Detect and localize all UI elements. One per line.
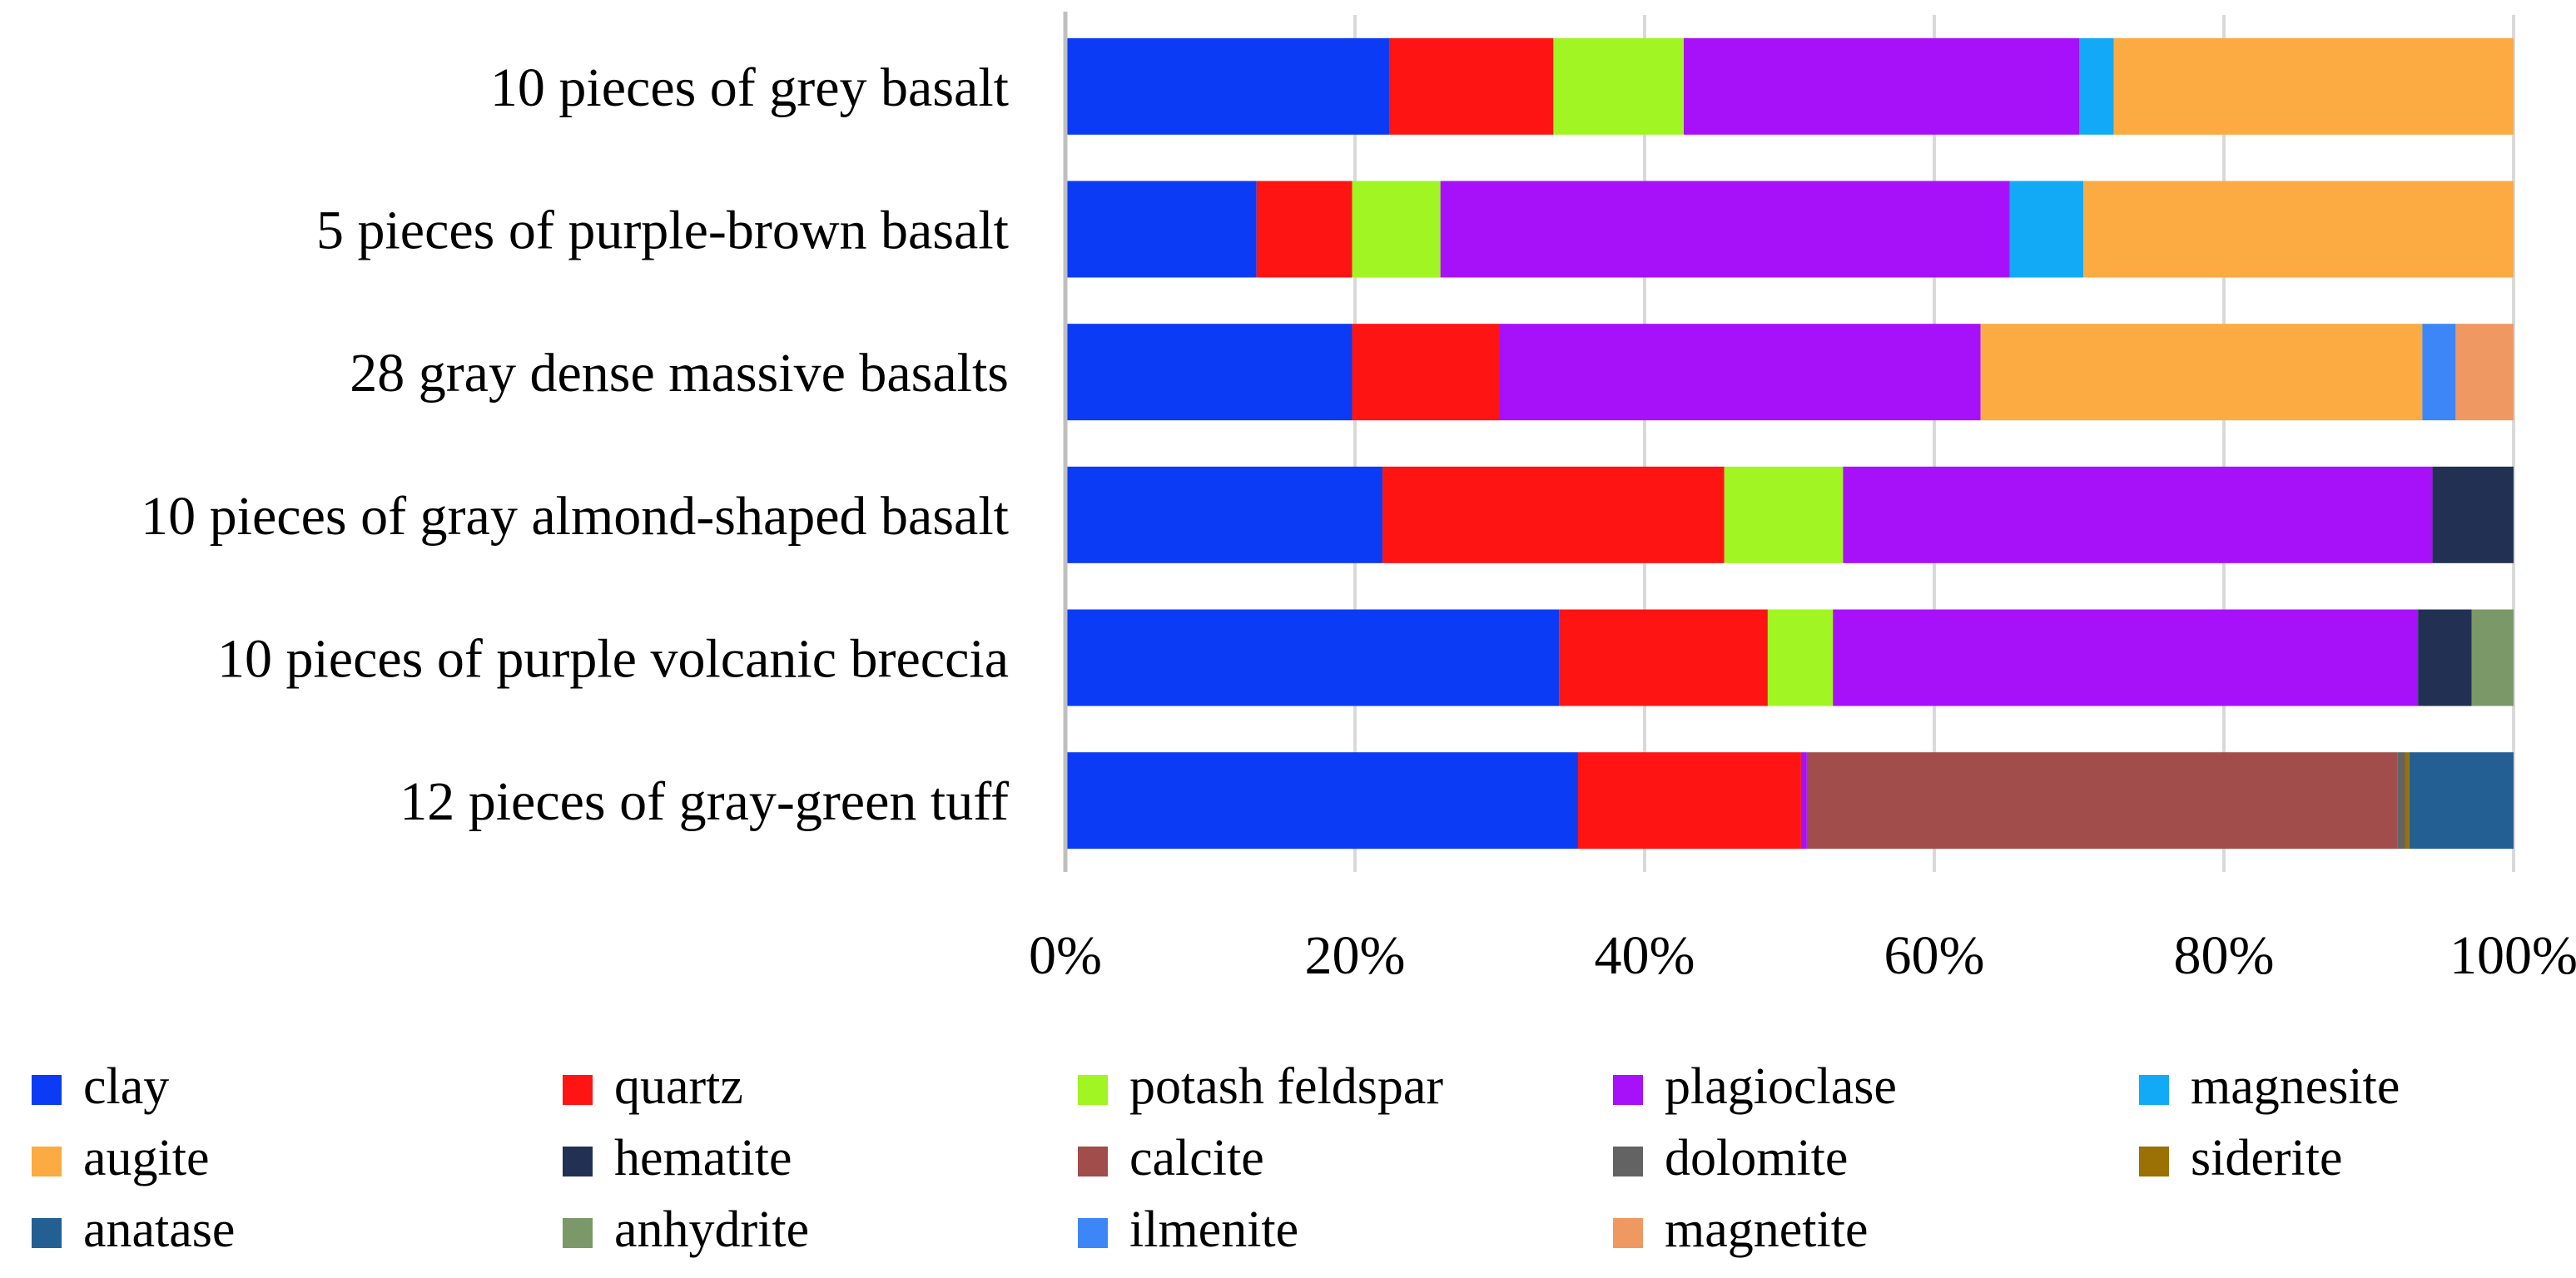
x-tick-label: 0% [1029, 925, 1102, 986]
bar-segment-quartz [1256, 181, 1353, 278]
legend-swatch [1613, 1147, 1643, 1176]
bar-segment-anatase [2409, 752, 2514, 850]
legend-item-quartz: quartz [563, 1058, 743, 1115]
x-tick-labels: 0% 20% 40% 60% 80% 100% [1029, 925, 2576, 986]
bar-segment-dolomite [2397, 752, 2405, 850]
bar-segment-plagioclase [1683, 37, 2079, 135]
legend-label: anhydrite [614, 1201, 809, 1258]
legend-label: potash feldspar [1129, 1058, 1443, 1115]
bar-segment-plagioclase [1440, 181, 2010, 278]
bar-segment-quartz [1352, 324, 1500, 421]
legend-swatch [2139, 1075, 2169, 1105]
legend-item-dolomite: dolomite [1613, 1130, 1848, 1186]
bar-segment-plagioclase [1843, 466, 2433, 563]
bar-segment-clay [1065, 752, 1578, 850]
bar-segment-clay [1065, 324, 1353, 421]
legend-item-augite: augite [32, 1130, 210, 1186]
legend-swatch [1078, 1218, 1108, 1248]
legend-swatch [2139, 1147, 2169, 1176]
legend-item-siderite: siderite [2139, 1130, 2343, 1186]
bar-segment-augite [2083, 181, 2514, 278]
x-tick-label: 60% [1884, 925, 1985, 986]
x-tick-label: 100% [2449, 925, 2576, 986]
bar-segment-potash-feldspar [1724, 466, 1844, 563]
category-label: 10 pieces of grey basalt [490, 57, 1009, 118]
legend-item-magnetite: magnetite [1613, 1201, 1868, 1258]
bar-segment-clay [1065, 609, 1560, 706]
category-label: 12 pieces of gray-green tuff [400, 771, 1009, 832]
legend-item-calcite: calcite [1078, 1130, 1264, 1186]
legend-item-ilmenite: ilmenite [1078, 1201, 1298, 1258]
category-label: 10 pieces of gray almond-shaped basalt [141, 486, 1009, 547]
legend-swatch [563, 1218, 593, 1248]
legend-label: dolomite [1665, 1130, 1848, 1186]
legend-swatch [563, 1075, 593, 1105]
x-tick-label: 80% [2174, 925, 2275, 986]
category-label: 5 pieces of purple-brown basalt [316, 201, 1009, 261]
bar-segment-magnesite [2079, 37, 2114, 135]
legend-label: anatase [83, 1201, 235, 1258]
legend-item-hematite: hematite [563, 1130, 792, 1186]
x-tick-label: 40% [1595, 925, 1695, 986]
bar-segment-clay [1065, 37, 1390, 135]
legend-swatch [32, 1218, 62, 1248]
bar-segment-quartz [1382, 466, 1725, 563]
legend-item-anhydrite: anhydrite [563, 1201, 809, 1258]
bar-segment-plagioclase [1500, 324, 1981, 421]
bar-segment-hematite [2418, 609, 2472, 706]
bar-segment-magnesite [2009, 181, 2084, 278]
bar-segment-quartz [1389, 37, 1554, 135]
legend-swatch [32, 1075, 62, 1105]
bar-segment-ilmenite [2422, 324, 2456, 421]
legend-label: quartz [614, 1058, 743, 1115]
bar-segment-quartz [1559, 609, 1768, 706]
bar-segment-quartz [1577, 752, 1801, 850]
legend-label: siderite [2191, 1130, 2343, 1186]
legend-label: hematite [614, 1130, 792, 1186]
legend: clay quartz potash feldspar plagioclase magn… [32, 1058, 2400, 1258]
legend-item-anatase: anatase [32, 1201, 235, 1258]
legend-item-potash-feldspar: potash feldspar [1078, 1058, 1443, 1115]
bar-segment-anhydrite [2471, 609, 2514, 706]
bars [1065, 37, 2514, 850]
legend-item-magnesite: magnesite [2139, 1058, 2400, 1115]
legend-label: clay [83, 1058, 169, 1115]
bar-segment-hematite [2432, 466, 2514, 563]
legend-label: plagioclase [1665, 1058, 1897, 1115]
legend-label: augite [83, 1130, 210, 1186]
bar-segment-plagioclase [1800, 752, 1807, 850]
legend-item-plagioclase: plagioclase [1613, 1058, 1897, 1115]
bar-segment-augite [2113, 37, 2514, 135]
legend-swatch [1078, 1147, 1108, 1176]
bar-segment-plagioclase [1833, 609, 2419, 706]
grid-lines [1353, 15, 2515, 872]
legend-label: ilmenite [1129, 1201, 1298, 1258]
legend-swatch [563, 1147, 593, 1176]
bar-segment-calcite [1806, 752, 2398, 850]
category-label: 28 gray dense massive basalts [350, 343, 1009, 404]
legend-swatch [1613, 1075, 1643, 1105]
legend-label: calcite [1129, 1130, 1264, 1186]
legend-swatch [1613, 1218, 1643, 1248]
category-label: 10 pieces of purple volcanic breccia [217, 629, 1009, 690]
legend-label: magnetite [1665, 1201, 1868, 1258]
category-labels: 10 pieces of grey basalt 5 pieces of purp… [141, 57, 1009, 832]
bar-segment-siderite [2405, 752, 2410, 850]
bar-segment-potash-feldspar [1352, 181, 1441, 278]
bar-segment-clay [1065, 466, 1383, 563]
legend-swatch [32, 1147, 62, 1176]
x-tick-label: 20% [1305, 925, 1406, 986]
bar-segment-augite [1980, 324, 2423, 421]
legend-label: magnesite [2191, 1058, 2400, 1115]
bar-segment-potash-feldspar [1767, 609, 1834, 706]
bar-segment-clay [1065, 181, 1257, 278]
legend-swatch [1078, 1075, 1108, 1105]
bar-segment-potash-feldspar [1553, 37, 1684, 135]
legend-item-clay: clay [32, 1058, 169, 1115]
bar-segment-magnetite [2455, 324, 2514, 421]
